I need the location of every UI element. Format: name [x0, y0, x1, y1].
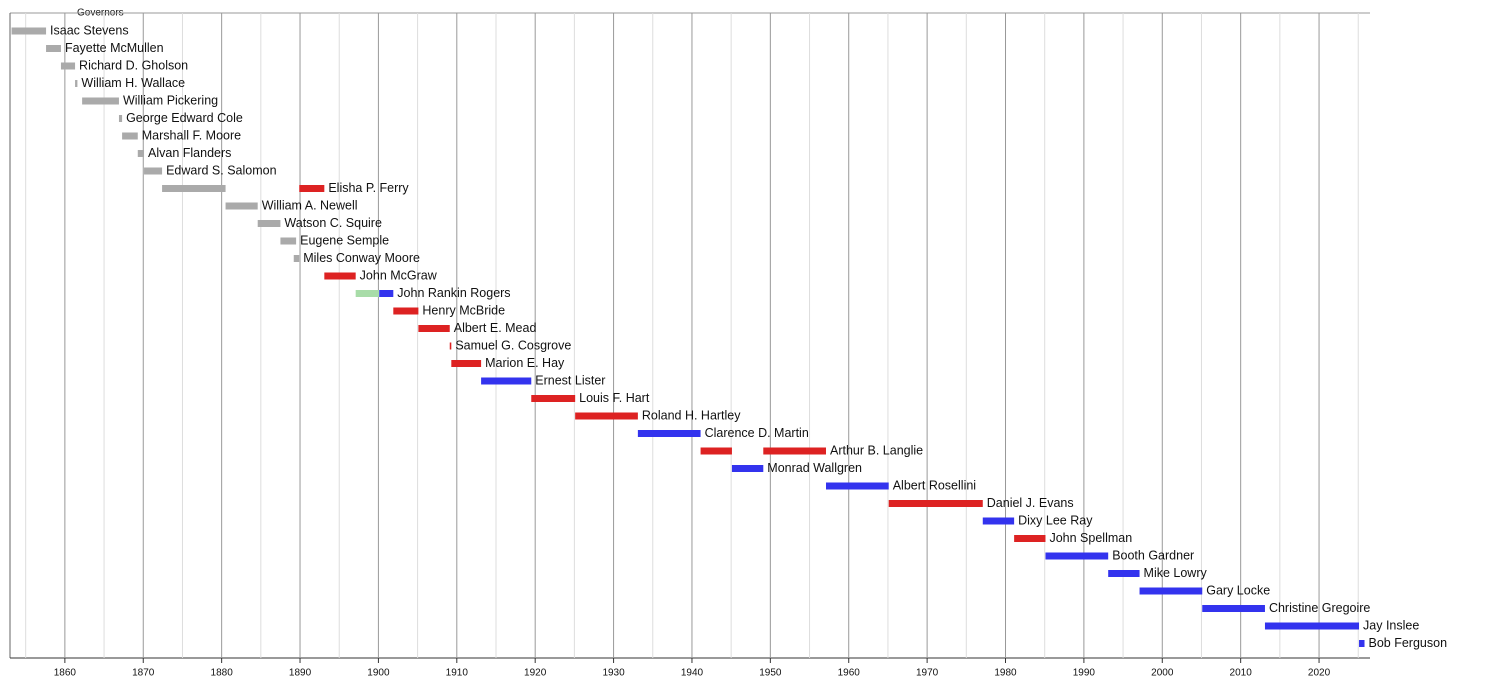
x-tick-label: 1990 — [1073, 668, 1096, 678]
governor-label: William H. Wallace — [81, 76, 185, 90]
governor-label: Miles Conway Moore — [303, 251, 420, 265]
governor-label: John McGraw — [360, 268, 438, 282]
term-bar — [826, 482, 889, 490]
term-bar — [731, 465, 764, 472]
governor-label: Watson C. Squire — [284, 216, 382, 230]
term-bar — [982, 517, 1015, 525]
governor-label: Henry McBride — [422, 303, 505, 317]
term-bar — [531, 395, 576, 402]
term-bar — [355, 290, 380, 297]
x-tick-label: 1910 — [446, 668, 469, 678]
term-bar — [137, 150, 145, 157]
term-bar — [763, 447, 826, 455]
term-bar — [481, 377, 532, 385]
governor-label: Richard D. Gholson — [79, 58, 188, 72]
governor-label: Albert Rosellini — [893, 478, 976, 492]
governor-label: Elisha P. Ferry — [328, 181, 409, 195]
x-tick-label: 2010 — [1230, 668, 1253, 678]
term-bar — [1045, 552, 1109, 560]
term-bar — [700, 447, 732, 455]
governor-label: Fayette McMullen — [65, 41, 164, 55]
term-bar — [1359, 640, 1365, 647]
term-bar — [451, 360, 482, 367]
governor-label: Marshall F. Moore — [142, 128, 241, 142]
x-tick-label: 2000 — [1151, 668, 1174, 678]
term-bar — [299, 185, 325, 192]
term-bar — [393, 307, 419, 315]
term-bar — [293, 255, 300, 262]
governor-label: Louis F. Hart — [579, 391, 650, 405]
governor-label: John Rankin Rogers — [397, 286, 510, 300]
term-bar — [575, 412, 638, 420]
governor-label: Jay Inslee — [1363, 618, 1419, 632]
term-bar — [82, 97, 119, 105]
governor-label: John Spellman — [1049, 531, 1132, 545]
term-bar — [637, 430, 701, 437]
x-tick-label: 2020 — [1308, 668, 1331, 678]
term-bar — [11, 27, 47, 35]
term-bar — [118, 115, 123, 122]
governor-label: Dixy Lee Ray — [1018, 513, 1093, 527]
governor-label: Clarence D. Martin — [705, 426, 809, 440]
governor-label: Samuel G. Cosgrove — [455, 338, 571, 352]
x-tick-label: 1940 — [681, 668, 704, 678]
term-bar — [257, 220, 281, 227]
x-tick-label: 1970 — [916, 668, 939, 678]
governor-label: Alvan Flanders — [148, 146, 231, 160]
term-bar — [418, 325, 450, 332]
governor-label: Bob Ferguson — [1369, 636, 1448, 650]
term-bar — [324, 272, 356, 280]
governor-label: Eugene Semple — [300, 233, 389, 247]
governor-label: Edward S. Salomon — [166, 163, 277, 177]
governor-label: Marion E. Hay — [485, 356, 565, 370]
x-tick-label: 1870 — [132, 668, 155, 678]
term-bar — [60, 62, 76, 70]
x-tick-label: 1920 — [524, 668, 547, 678]
governor-label: Albert E. Mead — [454, 321, 537, 335]
x-tick-label: 1960 — [838, 668, 861, 678]
x-tick-label: 1980 — [994, 668, 1017, 678]
governor-label: William A. Newell — [262, 198, 358, 212]
governor-label: Roland H. Hartley — [642, 408, 741, 422]
x-tick-label: 1880 — [211, 668, 234, 678]
term-bar — [1108, 570, 1140, 577]
governor-label: Arthur B. Langlie — [830, 443, 923, 457]
term-bar — [888, 500, 983, 507]
x-tick-label: 1930 — [602, 668, 625, 678]
term-bar — [280, 237, 297, 245]
x-tick-label: 1950 — [759, 668, 782, 678]
governor-label: Ernest Lister — [535, 373, 605, 387]
term-bar — [1202, 605, 1265, 612]
governor-label: Monrad Wallgren — [767, 461, 862, 475]
governor-label: Booth Gardner — [1112, 548, 1194, 562]
term-bar — [1139, 587, 1203, 595]
term-bar — [225, 202, 258, 210]
term-bar — [1014, 535, 1046, 542]
governor-label: Christine Gregoire — [1269, 601, 1370, 615]
governor-label: Gary Locke — [1206, 583, 1270, 597]
term-bar — [1264, 622, 1360, 630]
term-bar — [162, 185, 226, 192]
term-bar — [379, 290, 394, 297]
term-bar — [75, 80, 78, 87]
term-bar — [46, 45, 61, 52]
term-bar — [144, 167, 163, 175]
governor-label: Daniel J. Evans — [987, 496, 1074, 510]
term-bar — [449, 342, 452, 350]
x-tick-label: 1900 — [367, 668, 390, 678]
governor-label: George Edward Cole — [126, 111, 243, 125]
governor-label: Isaac Stevens — [50, 23, 129, 37]
governor-label: William Pickering — [123, 93, 218, 107]
term-bar — [122, 132, 138, 140]
x-tick-label: 1860 — [54, 668, 77, 678]
governor-label: Mike Lowry — [1144, 566, 1208, 580]
x-tick-label: 1890 — [289, 668, 312, 678]
